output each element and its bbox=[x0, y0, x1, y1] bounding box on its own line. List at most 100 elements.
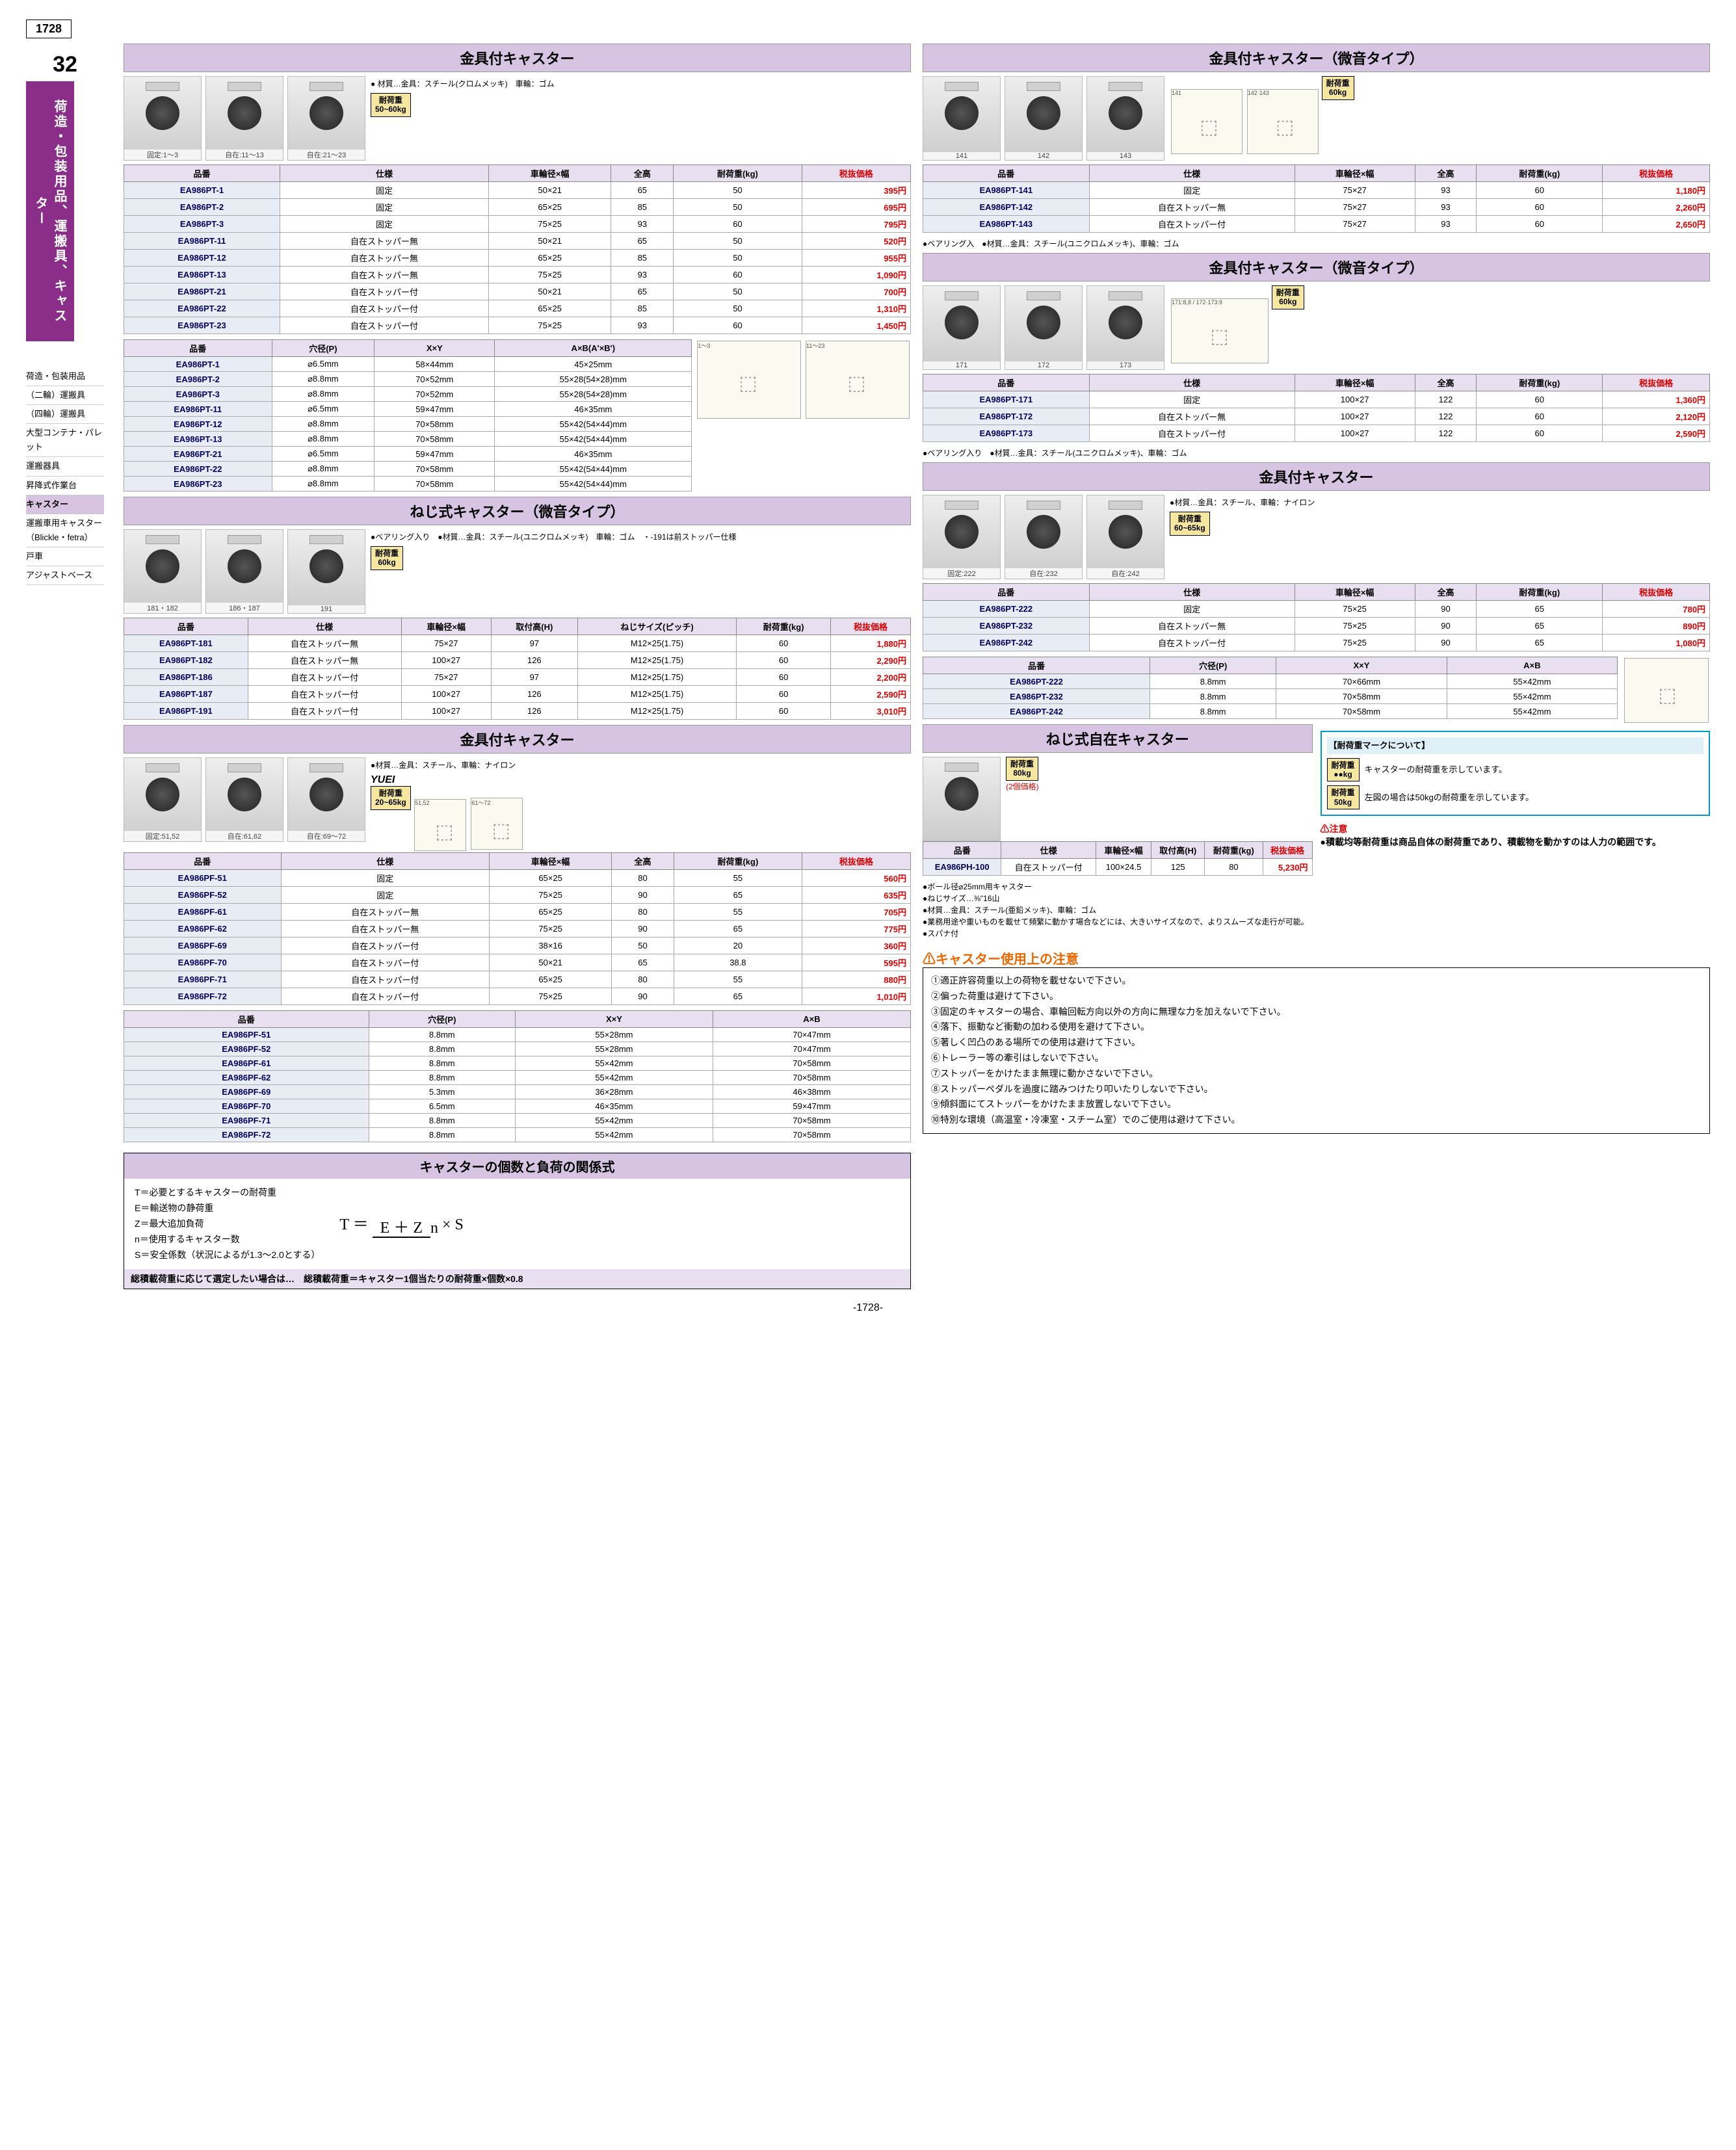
load-mark-badge2: 耐荷重 50kg bbox=[1327, 785, 1360, 809]
table-cell: 固定 bbox=[1089, 182, 1295, 199]
sec2-diagram-1: 141 bbox=[1171, 89, 1243, 154]
table-cell: 70×58mm bbox=[375, 462, 495, 477]
table-cell: 5,230円 bbox=[1263, 859, 1312, 876]
caster-image: 固定:222 bbox=[923, 495, 1001, 579]
table-row: EA986PT-242自在ストッパー付75×2590651,080円 bbox=[923, 635, 1710, 651]
side-nav-item[interactable]: 昇降式作業台 bbox=[26, 477, 104, 495]
side-nav-item[interactable]: 荷造・包装用品 bbox=[26, 367, 104, 386]
table-cell: 75×27 bbox=[1295, 199, 1415, 216]
table-cell: 自在ストッパー無 bbox=[1089, 618, 1295, 635]
table-cell: 100×27 bbox=[401, 652, 491, 669]
table-cell: 8.8mm bbox=[1150, 704, 1276, 719]
chapter-number: 32 bbox=[26, 52, 104, 77]
side-nav-item[interactable]: 大型コンテナ・パレット bbox=[26, 424, 104, 457]
table-cell: 50 bbox=[612, 937, 674, 954]
table-header: 仕様 bbox=[1089, 374, 1295, 391]
table-cell: EA986PF-52 bbox=[124, 1042, 369, 1056]
table-cell: 100×27 bbox=[1295, 408, 1415, 425]
table-row: EA986PT-21自在ストッパー付50×216550700円 bbox=[124, 283, 911, 300]
formula-eq-right: × S bbox=[442, 1216, 464, 1233]
table-row: EA986PF-69自在ストッパー付38×165020360円 bbox=[124, 937, 911, 954]
table-cell: 55 bbox=[674, 971, 802, 988]
table-cell: 55×42mm bbox=[515, 1056, 713, 1071]
side-nav-item[interactable]: （四輪）運搬具 bbox=[26, 405, 104, 424]
table-header: 品番 bbox=[923, 374, 1090, 391]
table-header: 耐荷重(kg) bbox=[1477, 374, 1603, 391]
usage-warning-item: ⑤著しく凹凸のある場所での使用は避けて下さい。 bbox=[931, 1035, 1702, 1051]
table-cell: 8.8mm bbox=[369, 1071, 515, 1085]
table-cell: 8.8mm bbox=[1150, 674, 1276, 689]
table-cell: 固定 bbox=[280, 199, 488, 216]
sec4-load-badge: 耐荷重 60kg bbox=[371, 546, 403, 570]
table-cell: 固定 bbox=[281, 870, 490, 887]
sec5-subtable: 品番穴径(P)X×YA×BEA986PT-2228.8mm70×66mm55×4… bbox=[923, 657, 1618, 719]
table-cell: 700円 bbox=[802, 283, 910, 300]
table-cell: EA986PF-51 bbox=[124, 870, 282, 887]
table-cell: EA986PT-1 bbox=[124, 357, 272, 372]
table-cell: 自在ストッパー付 bbox=[280, 300, 488, 317]
table-cell: 46×35mm bbox=[495, 402, 692, 417]
table-cell: EA986PH-100 bbox=[923, 859, 1001, 876]
page-number-badge: 1728 bbox=[26, 20, 72, 38]
formula-def: E＝輸送物の静荷重 bbox=[135, 1201, 320, 1216]
side-nav-item[interactable]: キャスター bbox=[26, 495, 104, 514]
table-header: 取付高(H) bbox=[1151, 842, 1205, 859]
table-cell: EA986PT-191 bbox=[124, 703, 248, 720]
table-row: EA986PF-618.8mm55×42mm70×58mm bbox=[124, 1056, 911, 1071]
table-cell: 2,650円 bbox=[1603, 216, 1710, 233]
table-row: EA986PF-695.3mm36×28mm46×38mm bbox=[124, 1085, 911, 1099]
table-cell: 60 bbox=[674, 317, 802, 334]
side-nav-item[interactable]: 運搬車用キャスター（Blickle・fetra） bbox=[26, 514, 104, 547]
sec4-material-note: ●ベアリング入り ●材質…金具：スチール(ユニクロムメッキ) 車輪：ゴム ・-1… bbox=[371, 531, 737, 542]
table-cell: 自在ストッパー無 bbox=[280, 267, 488, 283]
caster-image: 自在:11～13 bbox=[205, 76, 283, 161]
side-nav-item[interactable]: アジャストベース bbox=[26, 566, 104, 585]
table-row: EA986PT-2428.8mm70×58mm55×42mm bbox=[923, 704, 1618, 719]
table-cell: 70×52mm bbox=[375, 372, 495, 387]
table-header: A×B bbox=[713, 1011, 910, 1028]
table-cell: 75×25 bbox=[1295, 601, 1415, 618]
table-row: EA986PT-2228.8mm70×66mm55×42mm bbox=[923, 674, 1618, 689]
table-cell: 520円 bbox=[802, 233, 910, 250]
formula-box: キャスターの個数と負荷の関係式 T＝必要とするキャスターの耐荷重E＝輸送物の静荷… bbox=[124, 1153, 911, 1289]
table-header: 仕様 bbox=[1089, 165, 1295, 182]
sec7-note-item: ●ねじサイズ…⅜"16山 bbox=[923, 893, 1313, 904]
table-cell: 固定 bbox=[280, 182, 488, 199]
table-cell: 55×28(54×28)mm bbox=[495, 372, 692, 387]
table-row: EA986PT-2328.8mm70×58mm55×42mm bbox=[923, 689, 1618, 704]
caster-image: 141 bbox=[923, 76, 1001, 161]
formula-equation: T ＝ E ＋ Zn × S bbox=[339, 1211, 463, 1237]
table-cell: 58×44mm bbox=[375, 357, 495, 372]
table-cell: EA986PT-173 bbox=[923, 425, 1090, 442]
table-cell: 自在ストッパー付 bbox=[281, 954, 490, 971]
table-cell: EA986PT-11 bbox=[124, 233, 280, 250]
side-nav-item[interactable]: （二輪）運搬具 bbox=[26, 386, 104, 405]
table-cell: ⌀8.8mm bbox=[272, 372, 375, 387]
table-cell: 65×25 bbox=[489, 250, 611, 267]
table-cell: 1,010円 bbox=[802, 988, 910, 1005]
table-row: EA986PF-718.8mm55×42mm70×58mm bbox=[124, 1114, 911, 1128]
table-cell: 122 bbox=[1415, 408, 1477, 425]
section3-title: 金具付キャスター（微音タイプ） bbox=[923, 253, 1710, 282]
table-header: 耐荷重(kg) bbox=[674, 165, 802, 182]
sec3-spec-table: 品番仕様車輪径×幅全高耐荷重(kg)税抜価格EA986PT-171固定100×2… bbox=[923, 374, 1710, 442]
table-row: EA986PT-143自在ストッパー付75×2793602,650円 bbox=[923, 216, 1710, 233]
table-cell: M12×25(1.75) bbox=[577, 703, 736, 720]
table-cell: EA986PT-22 bbox=[124, 462, 272, 477]
table-cell: 695円 bbox=[802, 199, 910, 216]
table-header: 仕様 bbox=[1001, 842, 1096, 859]
table-cell: 75×27 bbox=[1295, 216, 1415, 233]
table-cell: 126 bbox=[491, 652, 577, 669]
table-cell: 65×25 bbox=[489, 300, 611, 317]
table-cell: 固定 bbox=[281, 887, 490, 904]
table-cell: EA986PF-62 bbox=[124, 1071, 369, 1085]
table-cell: EA986PT-232 bbox=[923, 689, 1150, 704]
table-header: 穴径(P) bbox=[1150, 657, 1276, 674]
table-header: 車輪径×幅 bbox=[490, 853, 612, 870]
side-nav-item[interactable]: 戸車 bbox=[26, 547, 104, 566]
sec1-material-note: ● 材質…金具：スチール(クロムメッキ) 車輪：ゴム bbox=[371, 78, 555, 89]
table-header: X×Y bbox=[515, 1011, 713, 1028]
side-nav-item[interactable]: 運搬器具 bbox=[26, 457, 104, 476]
table-cell: 60 bbox=[737, 652, 831, 669]
table-cell: 65 bbox=[611, 283, 674, 300]
